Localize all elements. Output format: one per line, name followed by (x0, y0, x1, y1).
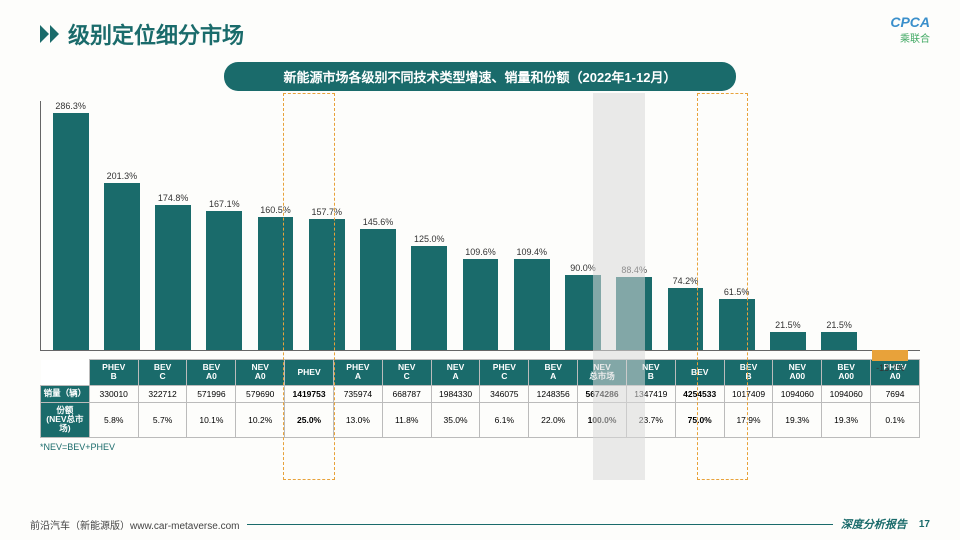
data-table: PHEVBBEVCBEVA0NEVA0PHEVPHEVANEVCNEVAPHEV… (40, 359, 920, 438)
bar-4: 160.5% (250, 101, 301, 350)
footer-source: 前沿汽车（新能源版）www.car-metaverse.com (30, 517, 239, 532)
bar-8: 109.6% (455, 101, 506, 350)
page-number: 17 (919, 519, 930, 530)
bar-9: 109.4% (506, 101, 557, 350)
chart-subtitle: 新能源市场各级别不同技术类型增速、销量和份额（2022年1-12月） (224, 62, 737, 91)
bar-3: 167.1% (199, 101, 250, 350)
footnote: *NEV=BEV+PHEV (40, 442, 920, 452)
footer: 前沿汽车（新能源版）www.car-metaverse.com 深度分析报告 1… (0, 510, 960, 540)
logo: CPCA 乘联合 (890, 14, 930, 45)
bar-6: 145.6% (352, 101, 403, 350)
page-title: 级别定位细分市场 (68, 18, 244, 50)
bar-1: 201.3% (96, 101, 147, 350)
bar-14: 21.5% (762, 101, 813, 350)
bar-10: 90.0% (557, 101, 608, 350)
bar-7: 125.0% (404, 101, 455, 350)
bar-16: -13.7% (865, 101, 916, 350)
bar-5: 157.7% (301, 101, 352, 350)
bar-11: 88.4% (609, 101, 660, 350)
growth-bar-chart: 286.3%201.3%174.8%167.1%160.5%157.7%145.… (40, 101, 920, 351)
header: 级别定位细分市场 (0, 0, 960, 56)
bar-13: 61.5% (711, 101, 762, 350)
chevron-icon (40, 25, 60, 43)
bar-0: 286.3% (45, 101, 96, 350)
bar-2: 174.8% (147, 101, 198, 350)
bar-15: 21.5% (814, 101, 865, 350)
bar-12: 74.2% (660, 101, 711, 350)
footer-tag: 深度分析报告 (841, 516, 907, 532)
